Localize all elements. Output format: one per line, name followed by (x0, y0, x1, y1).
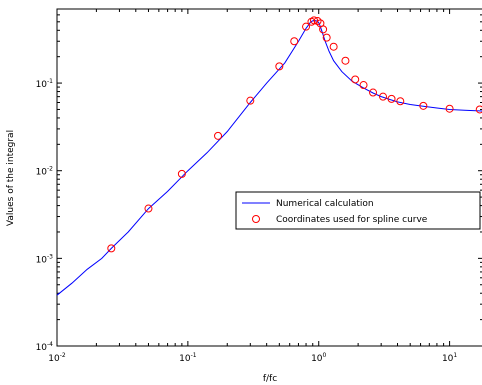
legend-label-numerical: Numerical calculation (276, 199, 374, 209)
data-point (341, 56, 350, 65)
series-markers (107, 16, 482, 253)
y-tick-label: 10-2 (36, 166, 54, 178)
data-point (387, 94, 396, 103)
series-lines (56, 19, 482, 296)
legend: Numerical calculation Coordinates used f… (235, 191, 481, 230)
legend-box (235, 191, 481, 230)
y-tick-label: 10-4 (36, 341, 54, 353)
data-point (290, 37, 299, 46)
data-point (396, 97, 405, 106)
legend-marker-swatch (252, 215, 260, 223)
x-tick-label: 10-1 (179, 352, 197, 364)
y-tick-label: 10-1 (36, 78, 54, 90)
data-point (369, 88, 378, 97)
data-point (329, 42, 338, 51)
y-tick-label: 10-3 (36, 253, 54, 265)
data-point (419, 101, 428, 110)
data-point (313, 17, 322, 26)
axis-ticks (56, 8, 482, 347)
data-point (144, 204, 153, 213)
data-point (319, 25, 328, 34)
data-point (302, 22, 311, 31)
data-point (246, 96, 255, 105)
data-point (309, 16, 318, 25)
data-point (107, 244, 116, 253)
data-point (214, 131, 223, 140)
x-tick-label: 101 (442, 352, 457, 364)
x-tick-label: 100 (311, 352, 326, 364)
axis-tick-labels: 10-2 10-1 100 101 10-4 10-3 10-2 10-1 (36, 78, 458, 364)
data-point (351, 75, 360, 84)
y-axis-label: Values of the integral (6, 130, 16, 226)
x-axis-label: f/fc (263, 374, 277, 384)
plot-area (56, 8, 482, 347)
data-point (379, 92, 388, 101)
data-point (275, 62, 284, 71)
data-point (445, 104, 454, 113)
data-point (322, 33, 331, 42)
series-line-0 (56, 19, 482, 296)
x-tick-label: 10-2 (48, 352, 66, 364)
data-point (475, 105, 482, 114)
legend-label-spline: Coordinates used for spline curve (276, 215, 428, 225)
data-point (177, 169, 186, 178)
data-point (359, 81, 368, 90)
